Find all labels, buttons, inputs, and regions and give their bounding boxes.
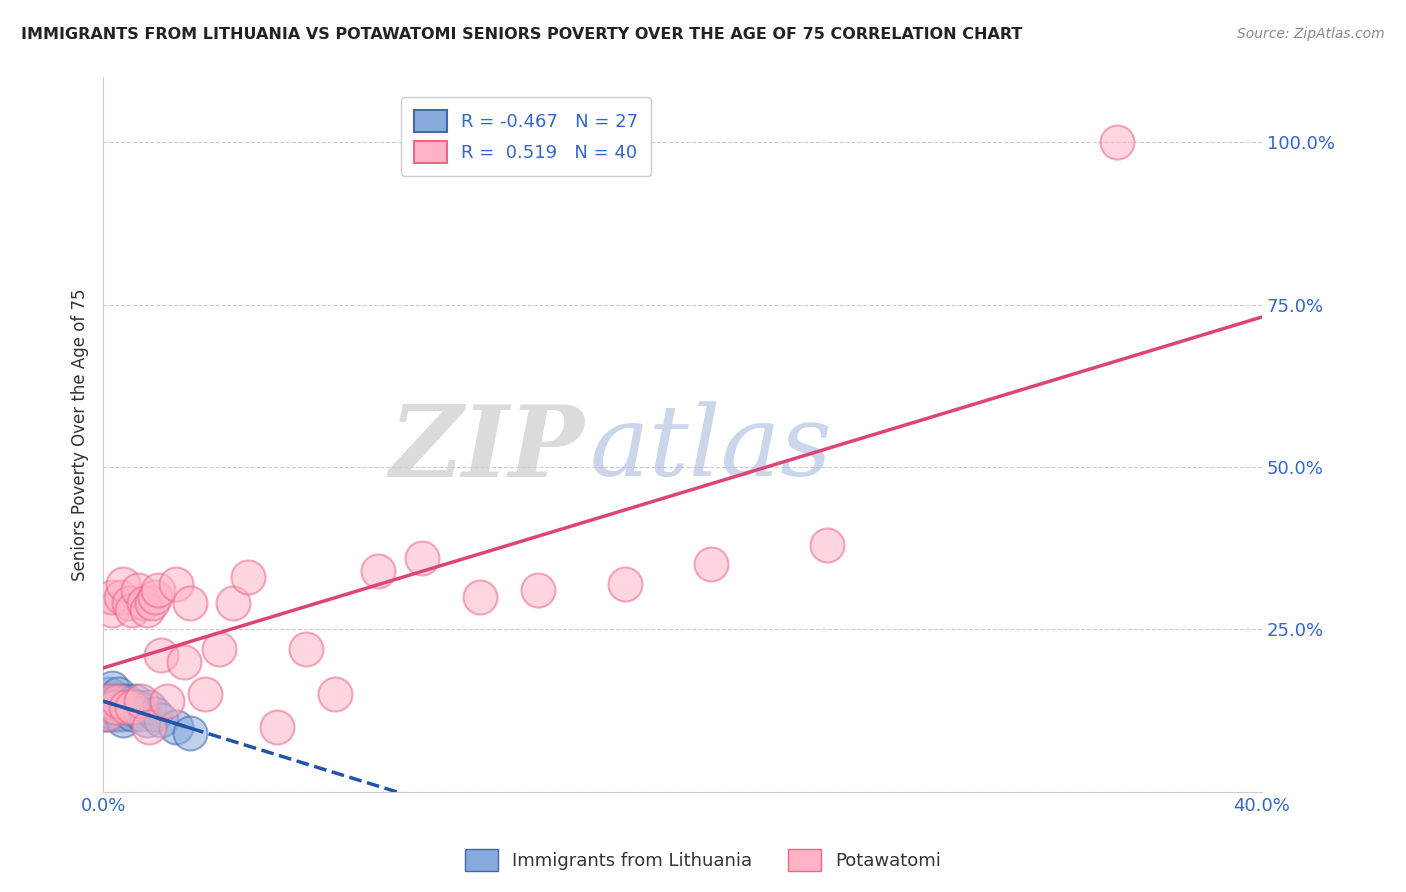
Point [112, 577, 135, 591]
Point [129, 706, 152, 721]
Point [135, 713, 157, 727]
Text: atlas: atlas [589, 401, 832, 497]
Point [143, 590, 166, 604]
Point [97, 694, 120, 708]
Point [107, 694, 129, 708]
Point [101, 700, 124, 714]
Point [118, 596, 141, 610]
Point [112, 700, 135, 714]
Point [118, 700, 141, 714]
Point [367, 564, 389, 578]
Point [104, 694, 127, 708]
Point [104, 706, 127, 721]
Point [110, 706, 132, 721]
Point [97, 687, 120, 701]
Point [146, 583, 169, 598]
Point [121, 700, 143, 714]
Point [266, 720, 288, 734]
Point [115, 700, 138, 714]
Point [468, 590, 491, 604]
Point [613, 577, 636, 591]
Point [132, 596, 155, 610]
Point [193, 687, 215, 701]
Point [222, 596, 245, 610]
Point [295, 641, 318, 656]
Point [165, 577, 187, 591]
Point [101, 603, 124, 617]
Point [107, 687, 129, 701]
Point [94, 706, 117, 721]
Point [165, 720, 187, 734]
Point [97, 706, 120, 721]
Point [323, 687, 346, 701]
Legend: Immigrants from Lithuania, Potawatomi: Immigrants from Lithuania, Potawatomi [458, 842, 948, 879]
Point [104, 700, 127, 714]
Point [526, 583, 548, 598]
Point [94, 700, 117, 714]
Point [208, 641, 231, 656]
Point [150, 713, 173, 727]
Point [236, 570, 259, 584]
Text: IMMIGRANTS FROM LITHUANIA VS POTAWATOMI SENIORS POVERTY OVER THE AGE OF 75 CORRE: IMMIGRANTS FROM LITHUANIA VS POTAWATOMI … [21, 27, 1022, 42]
Point [411, 550, 433, 565]
Point [107, 700, 129, 714]
Point [101, 590, 124, 604]
Point [138, 720, 160, 734]
Point [110, 694, 132, 708]
Point [173, 655, 195, 669]
Point [179, 596, 201, 610]
Point [121, 603, 143, 617]
Point [91, 706, 114, 721]
Point [127, 583, 149, 598]
Point [94, 694, 117, 708]
Point [700, 558, 723, 572]
Point [129, 694, 152, 708]
Text: Source: ZipAtlas.com: Source: ZipAtlas.com [1237, 27, 1385, 41]
Point [127, 700, 149, 714]
Point [141, 596, 163, 610]
Point [110, 590, 132, 604]
Point [121, 706, 143, 721]
Point [156, 694, 179, 708]
Point [179, 726, 201, 740]
Point [143, 706, 166, 721]
Point [138, 700, 160, 714]
Text: ZIP: ZIP [389, 401, 583, 497]
Point [112, 713, 135, 727]
Point [135, 603, 157, 617]
Point [115, 694, 138, 708]
Point [1105, 136, 1128, 150]
Legend: R = -0.467   N = 27, R =  0.519   N = 40: R = -0.467 N = 27, R = 0.519 N = 40 [401, 97, 651, 176]
Point [124, 694, 146, 708]
Point [101, 681, 124, 695]
Point [150, 648, 173, 663]
Y-axis label: Seniors Poverty Over the Age of 75: Seniors Poverty Over the Age of 75 [72, 288, 89, 581]
Point [815, 538, 838, 552]
